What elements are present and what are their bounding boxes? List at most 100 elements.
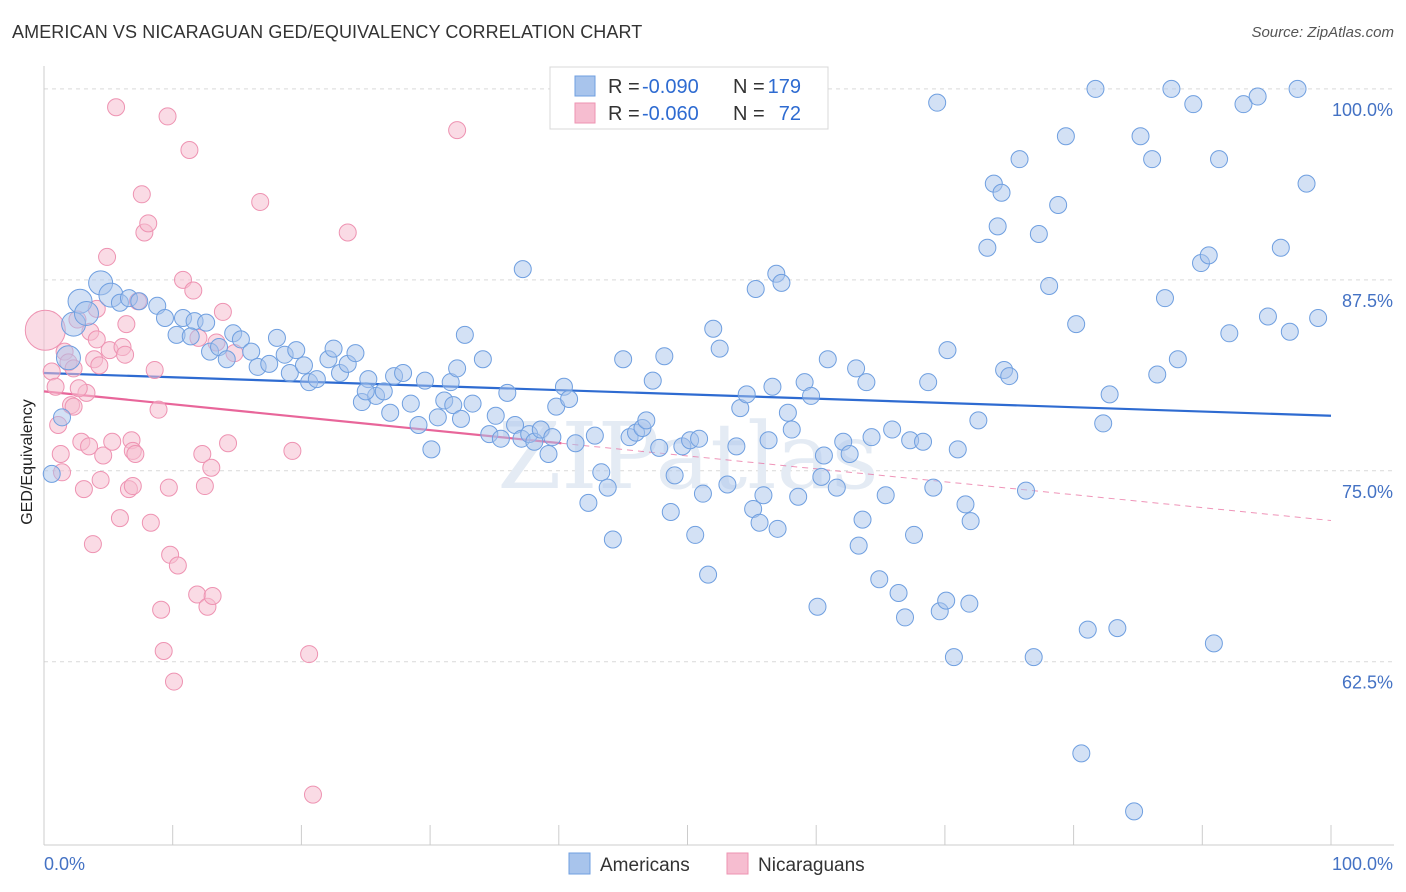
americans-point <box>1162 79 1181 98</box>
americans-point <box>808 597 827 616</box>
americans-point <box>1094 414 1113 433</box>
legend-swatch-americans <box>574 75 596 97</box>
americans-point <box>55 345 81 371</box>
americans-point <box>1234 95 1253 114</box>
americans-point <box>1210 150 1229 169</box>
americans-point <box>498 383 517 402</box>
y-tick-label: 62.5% <box>1342 673 1393 693</box>
americans-point <box>1184 95 1203 114</box>
americans-point <box>381 403 400 422</box>
americans-point <box>614 350 633 369</box>
nicaraguans-point <box>126 444 145 463</box>
americans-point <box>1000 367 1019 386</box>
americans-point <box>847 359 866 378</box>
americans-point <box>280 364 299 383</box>
americans-point <box>1155 289 1174 308</box>
americans-point <box>754 486 773 505</box>
americans-point <box>992 183 1011 202</box>
nicaraguans-point <box>219 434 238 453</box>
nicaraguans-point <box>80 437 99 456</box>
americans-point <box>197 313 216 332</box>
americans-point <box>812 467 831 486</box>
nicaraguans-point <box>46 377 65 396</box>
americans-point <box>686 525 705 544</box>
americans-point <box>870 570 889 589</box>
trend-lines <box>43 371 1332 522</box>
americans-point <box>840 444 859 463</box>
americans-point <box>73 300 99 326</box>
nicaraguans-points <box>24 98 467 804</box>
nicaraguans-point <box>91 470 110 489</box>
americans-point <box>1258 307 1277 326</box>
americans-point <box>451 409 470 428</box>
americans-point <box>1271 238 1290 257</box>
americans-point <box>1220 324 1239 343</box>
nicaraguans-point <box>64 397 83 416</box>
americans-point <box>746 280 765 299</box>
americans-point <box>1072 744 1091 763</box>
nicaraguans-point <box>203 587 222 606</box>
americans-point <box>217 350 236 369</box>
americans-point <box>356 382 375 401</box>
americans-point <box>1204 634 1223 653</box>
nicaraguans-point <box>51 444 70 463</box>
americans-trend-line <box>43 371 1332 417</box>
nicaraguans-point <box>193 444 212 463</box>
nicaraguans-point <box>139 214 158 233</box>
americans-point <box>849 536 868 555</box>
americans-point <box>690 429 709 448</box>
nicaraguans-point <box>195 477 214 496</box>
americans-point <box>1040 276 1059 295</box>
nicaraguans-point <box>107 98 126 117</box>
nicaraguans-point <box>123 477 142 496</box>
americans-point <box>1309 309 1328 328</box>
americans-point <box>1199 246 1218 265</box>
americans-point <box>287 341 306 360</box>
americans-point <box>1143 150 1162 169</box>
americans-point <box>827 478 846 497</box>
americans-point <box>1100 385 1119 404</box>
y-tick-label: 87.5% <box>1342 291 1393 311</box>
americans-point <box>260 354 279 373</box>
americans-point <box>988 217 1007 236</box>
nicaraguans-point <box>83 535 102 554</box>
legend-swatch-nicaraguans <box>574 102 596 124</box>
nicaraguans-point <box>145 360 164 379</box>
americans-point <box>768 519 787 538</box>
americans-point <box>883 420 902 439</box>
nicaraguans-point <box>116 345 135 364</box>
americans-point <box>763 377 782 396</box>
americans-point <box>428 408 447 427</box>
americans-point <box>665 466 684 485</box>
americans-point <box>448 359 467 378</box>
nicaraguans-point <box>74 480 93 499</box>
legend-r-value-2: -0.060 <box>642 103 699 125</box>
nicaraguans-point <box>283 441 302 460</box>
americans-point <box>914 432 933 451</box>
americans-point <box>1029 225 1048 244</box>
americans-point <box>1280 322 1299 341</box>
nicaraguans-point <box>98 247 117 266</box>
nicaraguans-point <box>87 330 106 349</box>
bottom-legend-label-americans: Americans <box>600 855 690 876</box>
legend-n-value-2: 72 <box>779 103 801 125</box>
americans-point <box>704 319 723 338</box>
americans-point <box>592 463 611 482</box>
americans-point <box>1297 174 1316 193</box>
americans-point <box>401 394 420 413</box>
americans-point <box>585 426 604 445</box>
americans-point <box>1125 802 1144 821</box>
axes <box>43 66 1394 846</box>
americans-point <box>566 434 585 453</box>
legend-box <box>549 66 829 130</box>
legend-n-label-2: N = <box>733 103 765 125</box>
americans-point <box>1288 79 1307 98</box>
americans-point <box>782 420 801 439</box>
americans-point <box>1108 619 1127 638</box>
legend-r-label-2: R = <box>608 103 640 125</box>
americans-point <box>560 389 579 408</box>
legend-n-value-1: 179 <box>768 76 801 98</box>
nicaraguans-point <box>338 223 357 242</box>
americans-point <box>928 93 947 112</box>
nicaraguans-point <box>154 642 173 661</box>
